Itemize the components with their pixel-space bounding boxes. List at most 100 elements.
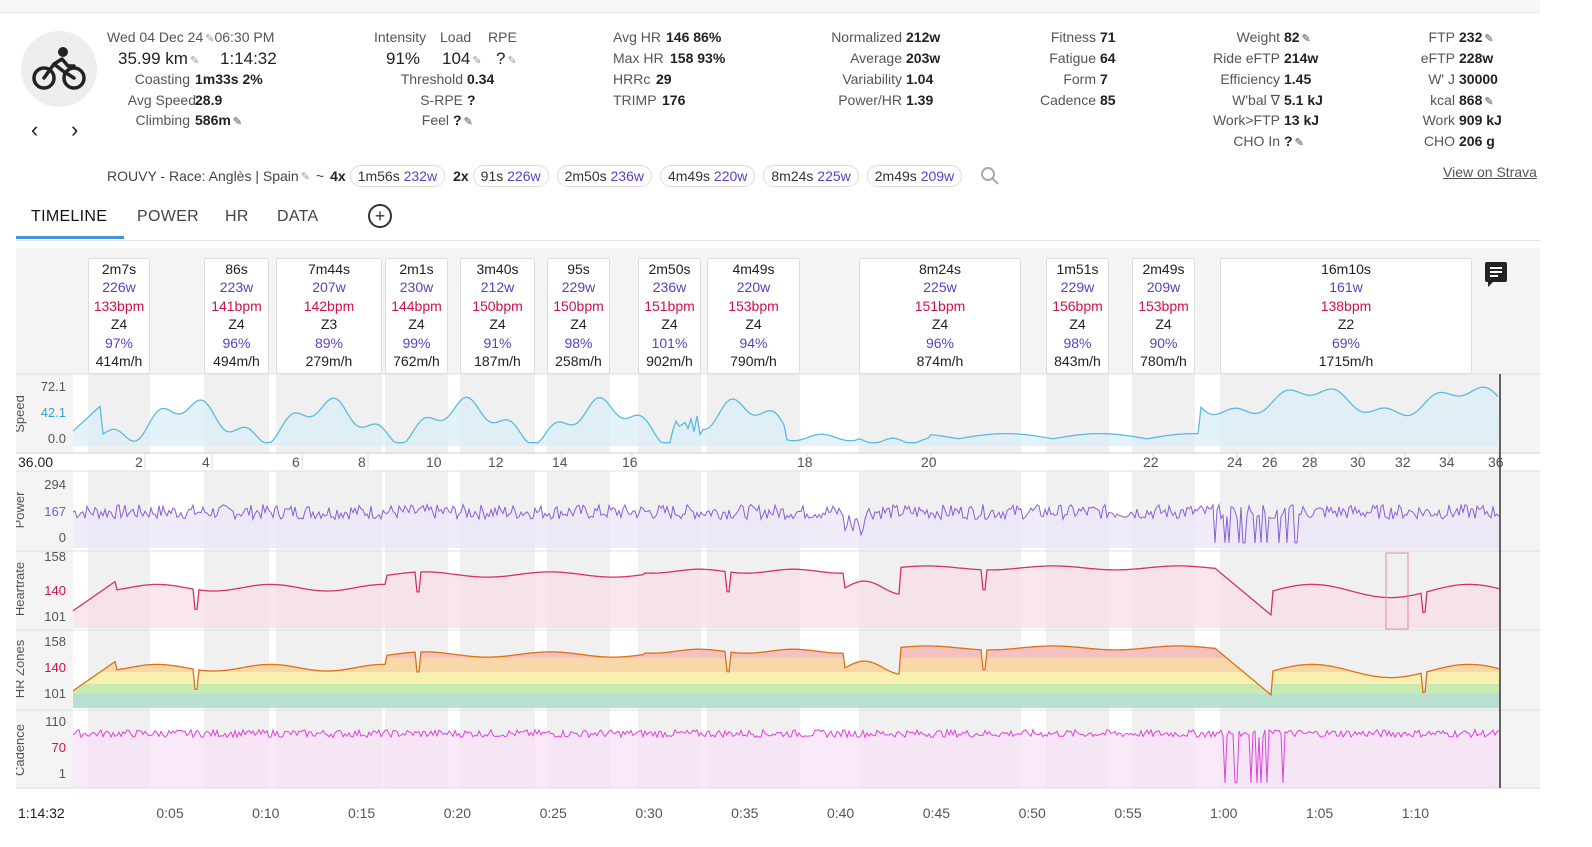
y-tick-label: 101: [44, 609, 66, 624]
weight-value-wrap[interactable]: 82 ✎: [1284, 29, 1311, 45]
ftp-value-wrap[interactable]: 232 ✎: [1459, 29, 1494, 45]
interval-climb-rate: 187m/h: [474, 353, 521, 370]
interval-pill-4[interactable]: 4m49s 220w: [659, 165, 756, 187]
interval-box[interactable]: 2m49s 209w 153bpm Z4 90% 780m/h: [1132, 258, 1195, 374]
search-icon[interactable]: [980, 166, 1000, 186]
interval-effort: 101%: [651, 334, 688, 351]
distance-axis-label: 36.00: [18, 454, 53, 470]
threshold-value: 0.34: [467, 71, 495, 87]
work-ftp-value: 13 kJ: [1284, 112, 1320, 128]
power-line: [72, 502, 1500, 544]
interval-box[interactable]: 1m51s 229w 156bpm Z4 98% 843m/h: [1046, 258, 1109, 374]
edit-pencil-icon[interactable]: ✎: [507, 55, 517, 67]
interval-power: 220w: [736, 279, 771, 296]
interval-summary-row: ROUVY - Race: Anglès | Spain ✎ ~ 4x 1m56…: [107, 164, 1000, 188]
interval-power: 209w: [1146, 279, 1181, 296]
interval-heartrate: 150bpm: [553, 297, 604, 314]
interval-pill-5[interactable]: 8m24s 225w: [763, 165, 859, 187]
interval-box[interactable]: 2m1s 230w 144bpm Z4 99% 762m/h: [385, 258, 448, 374]
duration-axis-label: 1:14:32: [18, 805, 65, 821]
group2-count: 2x: [453, 168, 469, 184]
kcal-value-wrap[interactable]: 868 ✎: [1459, 92, 1494, 108]
activity-name[interactable]: ROUVY - Race: Anglès | Spain: [107, 168, 299, 184]
intensity-label: Intensity: [374, 29, 427, 45]
interval-box[interactable]: 16m10s 161w 138bpm Z2 69% 1715m/h: [1220, 258, 1472, 374]
pill-duration: 8m24s: [771, 168, 814, 184]
interval-effort: 89%: [314, 334, 344, 351]
threshold-label: Threshold: [400, 71, 463, 87]
distance: 35.99 km ✎: [118, 49, 199, 69]
interval-pill-6[interactable]: 2m49s 209w: [866, 165, 963, 187]
hr-zone-band: [73, 658, 1500, 672]
wbal-label: W'bal ∇: [1232, 92, 1280, 108]
interval-pill-1[interactable]: 1m56s 232w: [349, 165, 446, 187]
coasting-label: Coasting: [134, 71, 190, 87]
interval-climb-rate: 258m/h: [555, 353, 602, 370]
edit-pencil-icon[interactable]: ✎: [232, 116, 243, 128]
distance-tick-label: 36: [1488, 454, 1504, 470]
time-tick-label: 0:10: [252, 805, 279, 821]
interval-box[interactable]: 7m44s 207w 142bpm Z3 89% 279m/h: [276, 258, 382, 374]
avg-hr-label: Avg HR: [613, 29, 661, 45]
hrrc-value: 29: [656, 71, 672, 87]
interval-pill-3[interactable]: 2m50s 236w: [556, 165, 652, 187]
feel-value-wrap[interactable]: ? ✎: [453, 112, 473, 128]
interval-box[interactable]: 4m49s 220w 153bpm Z4 94% 790m/h: [707, 258, 800, 374]
interval-heartrate: 151bpm: [644, 297, 695, 314]
bicycle-icon: [32, 47, 86, 90]
interval-box[interactable]: 8m24s 225w 151bpm Z4 96% 874m/h: [859, 258, 1021, 374]
interval-zone: Z4: [570, 316, 587, 333]
interval-power: 226w: [102, 279, 136, 296]
edit-pencil-icon[interactable]: ✎: [463, 116, 473, 128]
tab-timeline[interactable]: TIMELINE: [31, 208, 108, 225]
comment-icon[interactable]: [1485, 262, 1507, 287]
pill-duration: 91s: [480, 168, 504, 184]
average-value: 203w: [906, 50, 941, 66]
heartrate-line: [72, 565, 1500, 617]
rpe-label: RPE: [488, 29, 517, 45]
hr-zone-band: [73, 672, 1500, 684]
edit-pencil-icon[interactable]: ✎: [205, 33, 215, 45]
edit-pencil-icon[interactable]: ✎: [472, 55, 482, 67]
interval-heartrate: 150bpm: [472, 297, 523, 314]
interval-box[interactable]: 95s 229w 150bpm Z4 98% 258m/h: [547, 258, 610, 374]
duration: 1:14:32: [220, 49, 277, 68]
edit-pencil-icon[interactable]: ✎: [1484, 96, 1494, 108]
cho-in-value-wrap[interactable]: ? ✎: [1284, 133, 1304, 149]
form-value: 7: [1100, 71, 1108, 87]
cadence-area: [73, 729, 1500, 788]
interval-box[interactable]: 86s 223w 141bpm Z4 96% 494m/h: [204, 258, 269, 374]
y-tick-label: 0: [59, 530, 66, 545]
interval-pill-2[interactable]: 91s 226w: [472, 165, 549, 187]
add-chart-button[interactable]: +: [368, 204, 392, 228]
edit-pencil-icon[interactable]: ✎: [300, 170, 310, 183]
interval-effort: 97%: [104, 334, 134, 351]
power-area: [73, 504, 1500, 548]
edit-pencil-icon[interactable]: ✎: [1294, 137, 1304, 149]
group1-count: 4x: [330, 168, 346, 184]
rpe-value-wrap[interactable]: ? ✎: [496, 49, 517, 69]
prev-activity-button[interactable]: ‹: [31, 117, 39, 142]
next-activity-button[interactable]: ›: [71, 117, 79, 142]
interval-duration: 2m50s: [648, 261, 691, 277]
distance-tick-label: 22: [1143, 454, 1159, 470]
edit-pencil-icon[interactable]: ✎: [189, 55, 200, 67]
tab-hr[interactable]: HR: [225, 208, 249, 225]
view-on-strava-link[interactable]: View on Strava: [1443, 164, 1537, 180]
interval-box[interactable]: 2m7s 226w 133bpm Z4 97% 414m/h: [88, 258, 150, 374]
time-tick-label: 0:40: [827, 805, 854, 821]
timeline-chart[interactable]: 36.00 2 4 6 8 10 12 14 16 18 20 22 24 26 28 30 32 34 36Spe…: [12, 248, 1540, 842]
interval-power: 236w: [652, 279, 687, 296]
work-value: 909 kJ: [1459, 112, 1502, 128]
time-tick-label: 0:55: [1114, 805, 1141, 821]
interval-box[interactable]: 2m50s 236w 151bpm Z4 101% 902m/h: [638, 258, 701, 374]
edit-pencil-icon[interactable]: ✎: [1301, 33, 1311, 45]
fatigue-value: 64: [1100, 50, 1116, 66]
avg-hr-value: 146 86%: [666, 29, 722, 45]
distance-tick-label: 4: [202, 454, 210, 470]
y-tick-label: 167: [44, 504, 66, 519]
edit-pencil-icon[interactable]: ✎: [1484, 33, 1494, 45]
interval-box[interactable]: 3m40s 212w 150bpm Z4 91% 187m/h: [460, 258, 535, 374]
tab-data[interactable]: DATA: [277, 208, 319, 225]
tab-power[interactable]: POWER: [137, 208, 199, 225]
